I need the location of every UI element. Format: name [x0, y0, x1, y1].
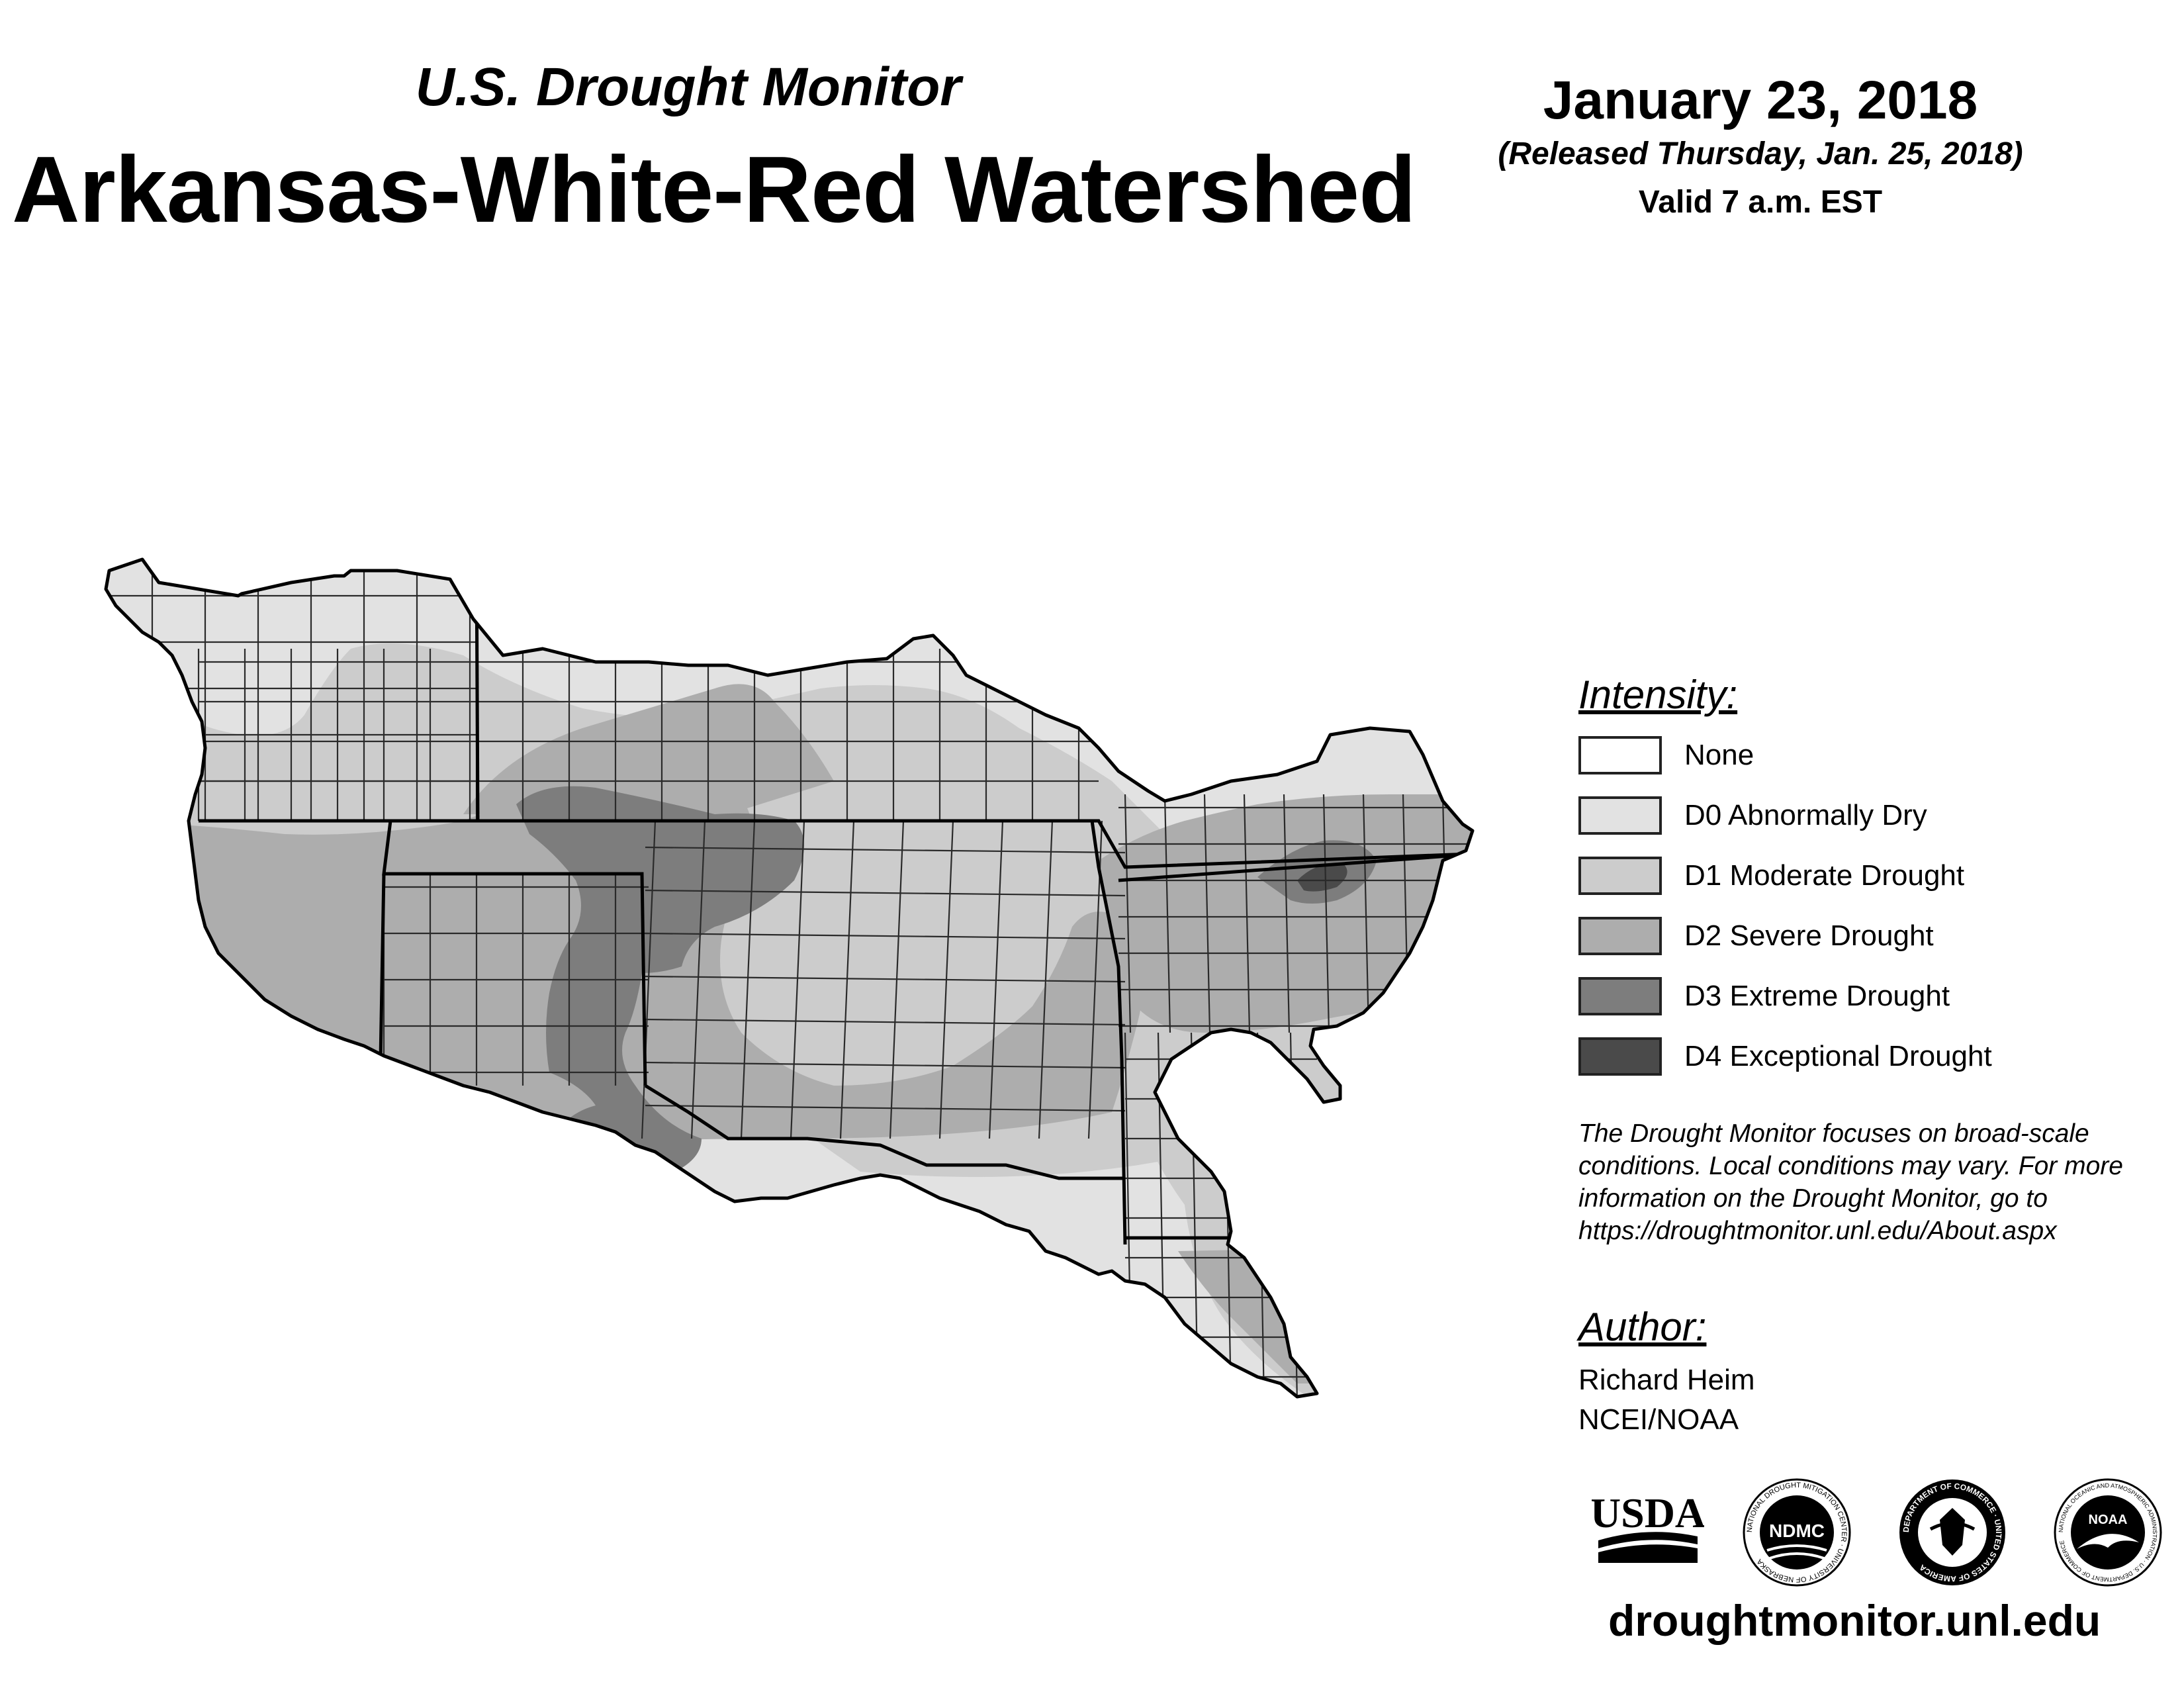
page-title: Arkansas-White-Red Watershed — [12, 137, 1416, 242]
ndmc-logo-text: NDMC — [1769, 1521, 1825, 1541]
county-line — [1124, 794, 1132, 1033]
legend-swatch — [1578, 796, 1662, 835]
disclaimer-line: The Drought Monitor focuses on broad-sca… — [1578, 1119, 2089, 1148]
county-line — [645, 1104, 1126, 1112]
legend-label: None — [1684, 739, 1754, 771]
map-date: January 23, 2018 — [1543, 70, 1978, 130]
release-date: (Released Thursday, Jan. 25, 2018) — [1498, 136, 2023, 171]
watershed-map — [104, 557, 1475, 1399]
county-line — [740, 820, 756, 1139]
legend-item-d4: D4 Exceptional Drought — [1578, 1037, 2108, 1078]
legend-label: D2 Severe Drought — [1684, 919, 1934, 952]
county-line — [1322, 794, 1330, 1033]
legend-swatch — [1578, 1037, 1662, 1076]
legend-item-d3: D3 Extreme Drought — [1578, 977, 2108, 1018]
state-boundary-oklahoma-texas — [644, 1084, 1125, 1180]
supertitle: U.S. Drought Monitor — [415, 57, 962, 117]
legend-item-d1: D1 Moderate Drought — [1578, 857, 2108, 898]
legend-heading: Intensity: — [1578, 673, 1738, 717]
state-boundary-kansas-north — [199, 819, 1470, 869]
state-boundary-oklahoma-east — [1090, 820, 1127, 1245]
county-line — [1362, 794, 1370, 1033]
county-line — [1243, 794, 1251, 1033]
county-line — [790, 820, 805, 1139]
county-line — [645, 1061, 1126, 1069]
county-line — [645, 889, 1126, 897]
valid-time: Valid 7 a.m. EST — [1638, 185, 1883, 220]
disclaimer-text: The Drought Monitor focuses on broad-sca… — [1578, 1117, 2174, 1247]
legend-swatch — [1578, 857, 1662, 895]
legend-swatch — [1578, 736, 1662, 774]
disclaimer-line: conditions. Local conditions may vary. F… — [1578, 1152, 2123, 1180]
legend-label: D1 Moderate Drought — [1684, 859, 1965, 892]
county-line — [690, 820, 706, 1139]
legend-item-d0: D0 Abnormally Dry — [1578, 796, 2108, 837]
county-line — [645, 846, 1126, 854]
noaa-logo-text: NOAA — [2089, 1513, 2128, 1527]
d4-region — [1297, 863, 1347, 892]
state-boundaries — [199, 562, 1473, 1245]
state-boundary-new-mexico — [379, 873, 386, 1060]
disclaimer-url[interactable]: https://droughtmonitor.unl.edu/About.asp… — [1578, 1217, 2057, 1245]
author-heading: Author: — [1578, 1305, 1707, 1349]
county-line — [645, 975, 1126, 983]
county-line — [645, 1018, 1126, 1026]
county-line — [839, 820, 855, 1139]
commerce-seal: DEPARTMENT OF COMMERCE · UNITED STATES O… — [1899, 1479, 2005, 1585]
legend-item-d2: D2 Severe Drought — [1578, 917, 2108, 958]
legend-swatch — [1578, 977, 1662, 1015]
author-organization: NCEI/NOAA — [1578, 1403, 1739, 1436]
d3-region — [516, 786, 804, 1175]
d2-east-region — [1099, 794, 1473, 1033]
legend-swatch — [1578, 917, 1662, 955]
county-line — [1038, 820, 1054, 1139]
author-name: Richard Heim — [1578, 1364, 1755, 1396]
noaa-logo: NATIONAL OCEANIC AND ATMOSPHERIC ADMINIS… — [2054, 1478, 2162, 1587]
drought-regions — [106, 559, 1473, 1397]
legend-item-none: None — [1578, 736, 2108, 777]
county-line — [1283, 794, 1291, 1033]
usda-logo-text: USDA — [1592, 1489, 1704, 1536]
legend-label: D0 Abnormally Dry — [1684, 799, 1927, 831]
ndmc-logo: NATIONAL DROUGHT MITIGATION CENTER · UNI… — [1743, 1478, 1851, 1587]
state-boundary-missouri-arkansas — [1118, 852, 1473, 882]
website-link[interactable]: droughtmonitor.unl.edu — [1608, 1596, 2101, 1645]
county-line — [1203, 794, 1211, 1033]
state-boundary-kansas-oklahoma — [382, 820, 647, 1086]
legend-label: D4 Exceptional Drought — [1684, 1040, 1992, 1072]
legend-label: D3 Extreme Drought — [1684, 980, 1950, 1012]
usda-logo: USDA — [1592, 1489, 1704, 1563]
state-boundary-colorado-kansas — [475, 562, 480, 821]
county-line — [1163, 794, 1171, 1033]
watershed-outline — [104, 557, 1475, 1399]
disclaimer-line: information on the Drought Monitor, go t… — [1578, 1184, 2048, 1213]
county-line — [1289, 1032, 1298, 1397]
county-line — [645, 932, 1126, 940]
